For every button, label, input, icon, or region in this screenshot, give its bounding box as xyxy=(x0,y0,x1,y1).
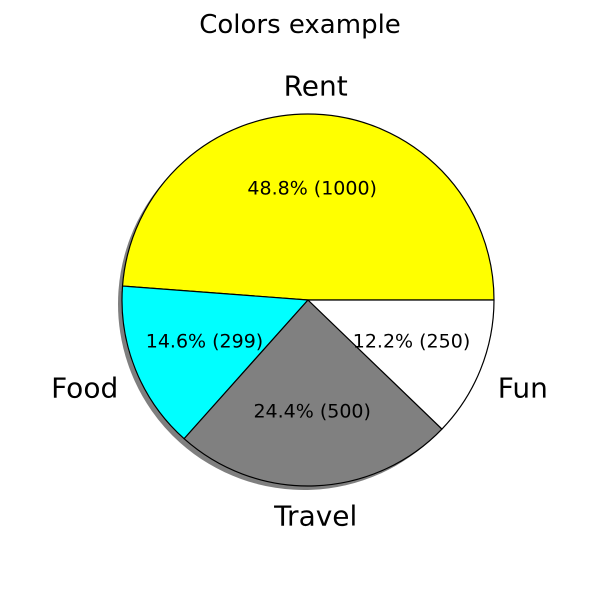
percent-label-food: 14.6% (299) xyxy=(146,331,264,353)
category-label-fun: Fun xyxy=(498,371,548,404)
pie-labels: Rent 48.8% (1000) Food 14.6% (299) Travel 24.… xyxy=(51,70,548,533)
category-label-travel: Travel xyxy=(273,499,357,532)
slice-travel xyxy=(183,299,443,487)
percent-label-fun: 12.2% (250) xyxy=(353,331,471,353)
category-label-food: Food xyxy=(51,371,118,404)
chart-title: Colors example xyxy=(199,10,401,40)
slice-rent xyxy=(121,113,495,301)
slice-food xyxy=(121,285,309,440)
slice-fun xyxy=(307,299,495,430)
percent-label-travel: 24.4% (500) xyxy=(253,401,371,423)
percent-label-rent: 48.8% (1000) xyxy=(247,177,377,199)
category-label-rent: Rent xyxy=(284,70,348,103)
pie-slices xyxy=(121,113,495,487)
